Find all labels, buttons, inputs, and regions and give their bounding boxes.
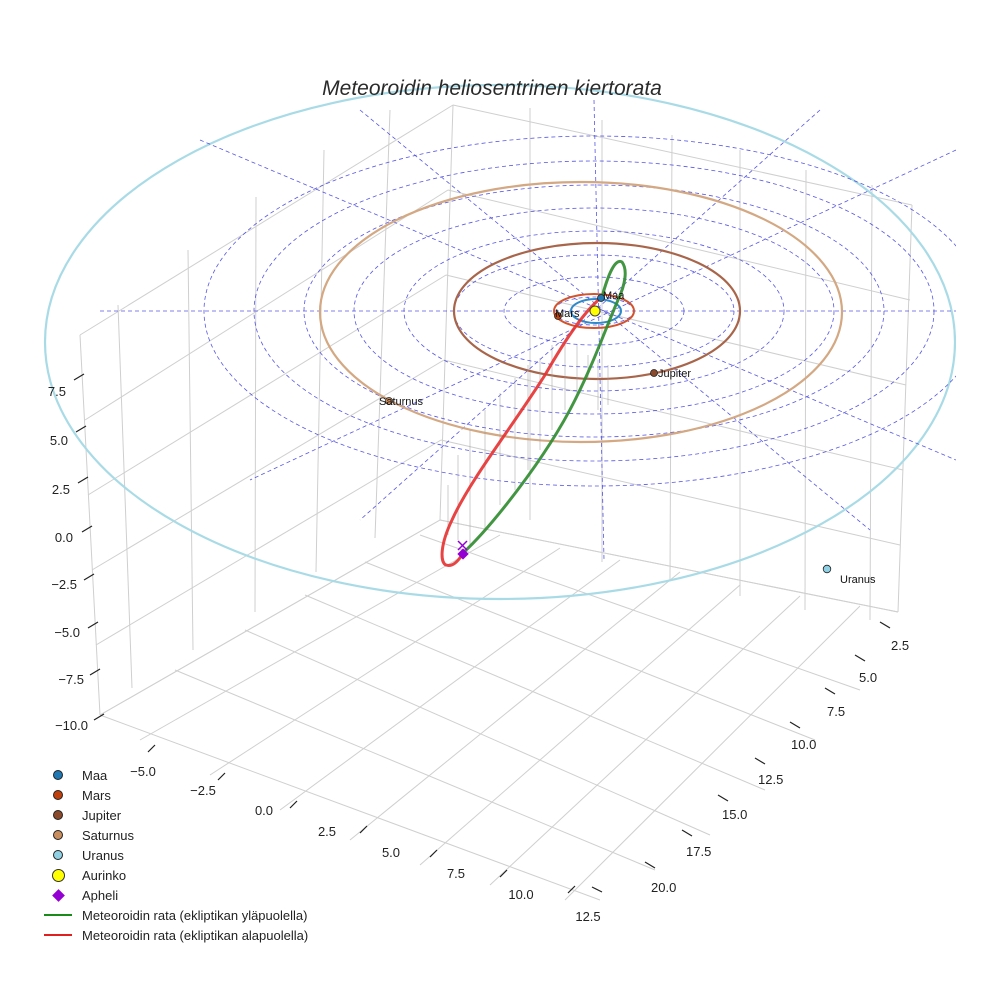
legend-label: Maa <box>82 767 108 783</box>
z-tick: 7.5 <box>48 384 66 399</box>
ecliptic-grid <box>100 99 956 561</box>
legend-marker <box>38 905 78 925</box>
marker-saturnus <box>385 397 393 405</box>
x-tick: 7.5 <box>447 866 465 881</box>
z-tick: 0.0 <box>55 530 73 545</box>
x-tick: 5.0 <box>382 845 400 860</box>
marker-maa <box>597 294 605 302</box>
legend-dot-icon <box>53 770 63 780</box>
z-tick: 2.5 <box>52 482 70 497</box>
z-tick: −2.5 <box>51 577 77 592</box>
legend-label: Mars <box>82 787 111 803</box>
legend-marker <box>38 805 78 825</box>
orbit-uranus <box>44 83 956 601</box>
y-axis-labels: 2.5 5.0 7.5 10.0 12.5 15.0 17.5 20.0 <box>651 638 909 895</box>
legend-item: Maa <box>38 765 308 785</box>
y-tick: 7.5 <box>827 704 845 719</box>
legend-dot-icon <box>53 790 63 800</box>
legend-item: Jupiter <box>38 805 308 825</box>
legend-label: Uranus <box>82 847 124 863</box>
orbit-mars <box>553 293 635 329</box>
legend-label: Saturnus <box>82 827 135 843</box>
projection-lines <box>447 342 609 545</box>
x-tick: 2.5 <box>318 824 336 839</box>
y-tick: 15.0 <box>722 807 747 822</box>
legend-marker <box>38 765 78 785</box>
z-tick: −7.5 <box>58 672 84 687</box>
y-tick: 17.5 <box>686 844 711 859</box>
chart-legend: Maa Mars Jupiter Saturnus Uranus Aurinko Aphel… <box>38 765 308 945</box>
label-uranus: Uranus <box>840 574 876 586</box>
z-axis-labels: 7.5 5.0 2.5 0.0 −2.5 −5.0 −7.5 −10.0 <box>48 384 88 733</box>
x-tick: 10.0 <box>508 887 533 902</box>
y-tick: 5.0 <box>859 670 877 685</box>
legend-marker <box>38 925 78 945</box>
marker-mars <box>554 312 562 320</box>
legend-line-icon <box>44 914 72 916</box>
legend-item: Meteoroidin rata (ekliptikan alapuolella… <box>38 925 308 945</box>
legend-item: Saturnus <box>38 825 308 845</box>
legend-marker <box>38 785 78 805</box>
legend-marker <box>38 865 78 885</box>
chart-title: Meteoroidin heliosentrinen kiertorata <box>322 77 662 100</box>
axis-tick-marks <box>73 373 891 894</box>
legend-label: Jupiter <box>82 807 122 823</box>
legend-label: Apheli <box>82 887 119 903</box>
legend-label: Meteoroidin rata (ekliptikan yläpuolella… <box>82 907 308 923</box>
axis-grid <box>79 104 913 901</box>
orbit-below-ecliptic <box>440 295 603 567</box>
z-tick: −5.0 <box>54 625 80 640</box>
z-tick: 5.0 <box>50 433 68 448</box>
y-tick: 10.0 <box>791 737 816 752</box>
legend-line-icon <box>44 934 72 936</box>
legend-item: Uranus <box>38 845 308 865</box>
orbit-above-ecliptic <box>461 259 627 555</box>
sun-marker <box>589 305 601 317</box>
x-tick: 12.5 <box>575 909 600 924</box>
x-axis-labels: −5.0 −2.5 0.0 2.5 5.0 7.5 10.0 12.5 <box>130 764 600 924</box>
legend-item: Meteoroidin rata (ekliptikan yläpuolella… <box>38 905 308 925</box>
orbit-jupiter <box>452 241 742 381</box>
legend-label: Aurinko <box>82 867 127 883</box>
legend-sun-icon <box>51 868 65 882</box>
label-jupiter: Jupiter <box>658 368 691 380</box>
z-tick: −10.0 <box>55 718 88 733</box>
legend-item: Aurinko <box>38 865 308 885</box>
label-mars: Mars <box>555 308 580 320</box>
legend-label: Meteoroidin rata (ekliptikan alapuolella… <box>82 927 309 943</box>
x-tick: 0.0 <box>255 803 273 818</box>
y-tick: 2.5 <box>891 638 909 653</box>
label-maa: Maa <box>603 290 625 302</box>
legend-dot-icon <box>53 830 63 840</box>
marker-uranus <box>822 564 832 574</box>
legend-dot-icon <box>53 850 63 860</box>
legend-dot-icon <box>53 810 63 820</box>
orbit-maa <box>570 298 622 324</box>
x-tick: −2.5 <box>190 783 216 798</box>
legend-item: Mars <box>38 785 308 805</box>
legend-marker <box>38 825 78 845</box>
x-tick: −5.0 <box>130 764 156 779</box>
legend-item: Apheli <box>38 885 308 905</box>
label-saturnus: Saturnus <box>379 396 424 408</box>
y-tick: 12.5 <box>758 772 783 787</box>
y-tick: 20.0 <box>651 880 676 895</box>
aphelion-marker <box>457 548 469 560</box>
marker-jupiter <box>650 369 658 377</box>
perihelion-x-marker <box>457 540 468 551</box>
legend-diamond-icon <box>51 888 65 902</box>
legend-marker <box>38 885 78 905</box>
legend-marker <box>38 845 78 865</box>
orbit-saturnus <box>318 180 844 444</box>
